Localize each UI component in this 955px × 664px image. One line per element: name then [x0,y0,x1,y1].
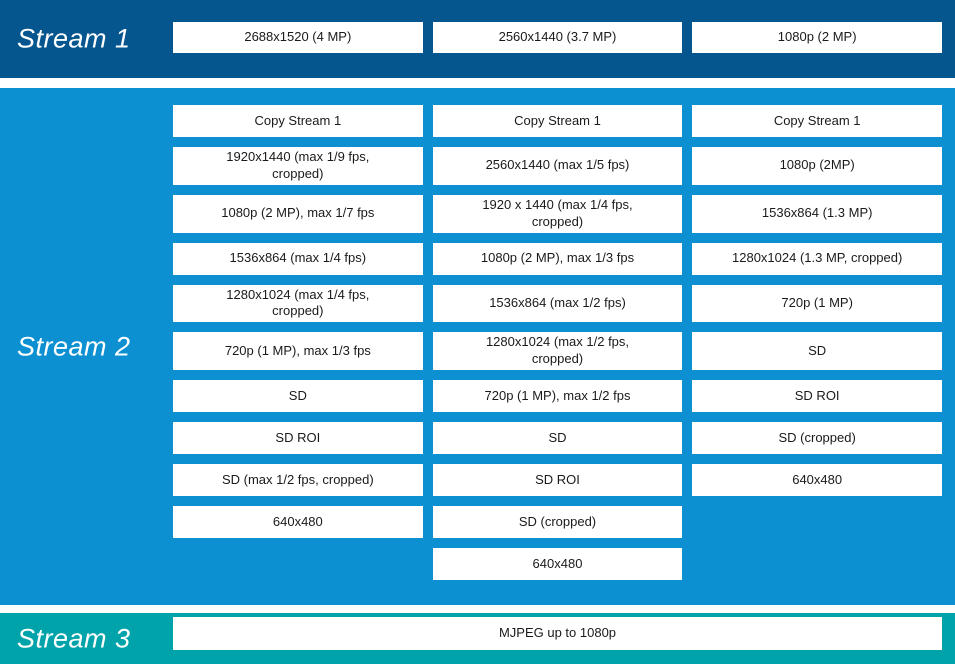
stream2-option: 1280x1024 (max 1/4 fps, cropped) [173,284,423,323]
stream2-option: SD (max 1/2 fps, cropped) [173,464,423,497]
band-separator [0,605,955,613]
stream2-option: 1080p (2 MP), max 1/3 fps [432,242,683,275]
stream2-option: 1536x864 (1.3 MP) [692,194,942,233]
stream2-option: SD [692,332,942,371]
stream1-band: Stream 1 2688x1520 (4 MP) 2560x1440 (3.7… [0,0,955,78]
stream1-options-row: 2688x1520 (4 MP) 2560x1440 (3.7 MP) 1080… [173,22,942,53]
stream2-option: SD [173,380,423,413]
stream2-option: 720p (1 MP), max 1/2 fps [432,380,683,413]
stream2-option: 1920 x 1440 (max 1/4 fps, cropped) [432,194,683,233]
stream1-label: Stream 1 [17,23,131,54]
stream2-option: 2560x1440 (max 1/5 fps) [432,147,683,185]
stream2-option: 1280x1024 (max 1/2 fps, cropped) [432,332,683,371]
stream1-option: 2560x1440 (3.7 MP) [432,22,683,53]
stream1-option: 1080p (2 MP) [692,22,942,53]
stream2-option: Copy Stream 1 [692,105,942,137]
stream2-option: 640x480 [173,506,423,539]
stream2-option: SD ROI [173,422,423,455]
stream3-label: Stream 3 [17,623,131,653]
stream2-option-empty [692,506,942,538]
stream3-band: Stream 3 MJPEG up to 1080p [0,613,955,664]
stream2-option: SD ROI [692,380,942,413]
band-separator [0,78,955,88]
stream2-option: 1536x864 (max 1/2 fps) [432,284,683,323]
stream2-option: 1080p (2MP) [692,147,942,185]
stream2-band: Stream 2 Copy Stream 1 Copy Stream 1 Cop… [0,88,955,605]
stream2-option: 640x480 [692,464,942,497]
stream2-option: SD [432,422,683,455]
stream2-option: Copy Stream 1 [432,105,683,137]
stream2-option: 720p (1 MP) [692,284,942,323]
stream2-option: SD ROI [432,464,683,497]
stream2-option: 1920x1440 (max 1/9 fps, cropped) [173,147,423,185]
stream2-option: 1280x1024 (1.3 MP, cropped) [692,242,942,275]
stream2-label: Stream 2 [17,331,131,361]
stream3-options-row: MJPEG up to 1080p [173,617,942,650]
stream2-option-empty [692,548,942,580]
stream2-option: 720p (1 MP), max 1/3 fps [173,332,423,371]
stream2-option: 640x480 [432,548,683,581]
stream3-option: MJPEG up to 1080p [173,617,942,650]
stream2-options-grid: Copy Stream 1 Copy Stream 1 Copy Stream … [173,105,942,581]
stream2-option: 1080p (2 MP), max 1/7 fps [173,194,423,233]
stream2-option: SD (cropped) [692,422,942,455]
stream2-option: 1536x864 (max 1/4 fps) [173,242,423,275]
stream1-option: 2688x1520 (4 MP) [173,22,423,53]
stream2-option-empty [173,548,423,580]
stream2-option: Copy Stream 1 [173,105,423,137]
stream2-option: SD (cropped) [432,506,683,539]
